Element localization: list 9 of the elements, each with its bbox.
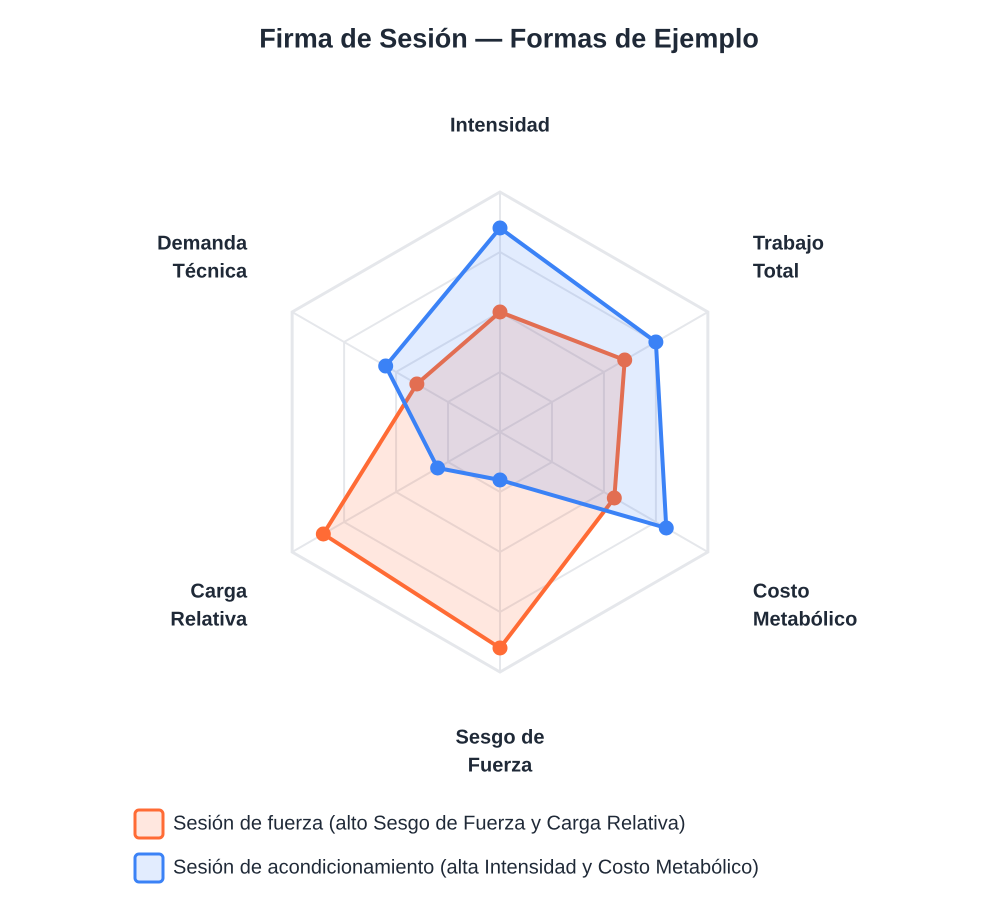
spoke-label: Carga Relativa (170, 580, 248, 631)
spoke-label: Trabajo Total (752, 232, 824, 283)
legend-label: Sesión de fuerza (alto Sesgo de Fuerza y Carga Relativa) (173, 812, 686, 835)
spoke-label: Costo Metabólico (752, 580, 858, 631)
chart-title: Firma de Sesión — Formas de Ejemplo (259, 24, 759, 54)
spoke-label: Sesgo de Fuerza (456, 726, 544, 777)
legend-label: Sesión de acondicionamiento (alta Intensidad y Costo Metabólico) (173, 856, 759, 879)
spoke-label: Intensidad (450, 114, 550, 137)
spoke-label: Demanda Técnica (157, 232, 248, 283)
